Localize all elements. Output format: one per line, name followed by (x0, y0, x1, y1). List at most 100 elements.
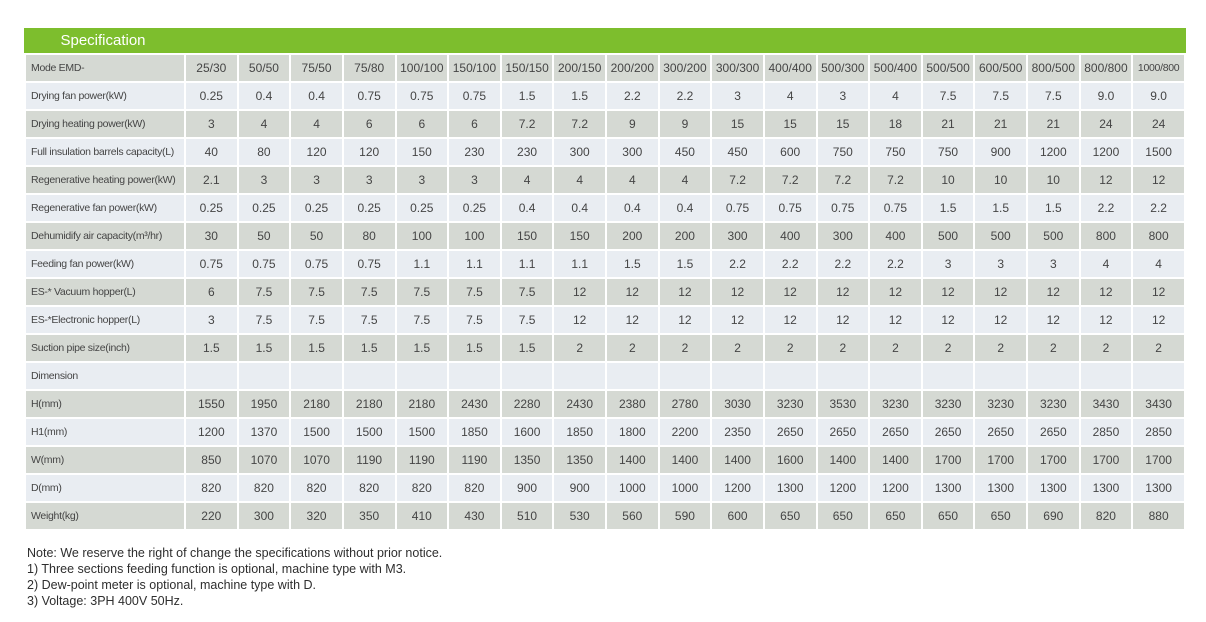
table-cell: 1.5 (554, 83, 605, 109)
table-cell: 2780 (659, 391, 711, 417)
table-cell: 9.0 (1133, 83, 1184, 109)
table-cell: 0.25 (238, 195, 290, 221)
table-cell: 10 (975, 167, 1026, 193)
table-cell: 1000 (607, 475, 658, 501)
table-cell: 7.5 (291, 307, 342, 333)
table-cell: 3430 (1080, 391, 1132, 417)
table-cell: 1850 (449, 419, 500, 445)
table-cell: 820 (186, 475, 237, 501)
table-cell: 9 (607, 111, 658, 137)
note-line: 1) Three sections feeding function is op… (27, 562, 407, 576)
table-cell: 2650 (870, 419, 921, 445)
table-cell: 80 (343, 223, 395, 249)
table-cell: 650 (922, 503, 974, 529)
table-cell: 7.5 (449, 279, 500, 305)
table-cell: 21 (922, 111, 974, 137)
table-cell: 1190 (449, 447, 500, 473)
table-cell: 2430 (449, 391, 500, 417)
row-label: Mode EMD- (26, 55, 184, 81)
table-cell: 2 (554, 335, 605, 361)
table-cell: 1200 (186, 419, 237, 445)
table-cell (764, 363, 816, 389)
table-row: Dehumidify air capacity(m³/hr) 30 50 50 80 10… (26, 223, 1184, 249)
table-cell: 690 (1028, 503, 1079, 529)
table-cell: 820 (449, 475, 500, 501)
table-cell: 650 (817, 503, 869, 529)
table-cell: 2 (1028, 335, 1079, 361)
row-label: H1(mm) (26, 419, 184, 445)
table-cell: 0.75 (870, 195, 921, 221)
table-cell: 1.1 (501, 251, 553, 277)
table-cell: 0.4 (291, 83, 342, 109)
table-cell: 530 (554, 503, 605, 529)
spec-sheet: Specification Mode EMD- 25/30 50/50 75/50 75… (24, 28, 1186, 531)
table-cell: 2.2 (712, 251, 763, 277)
table-cell: 820 (343, 475, 395, 501)
table-cell: 150 (554, 223, 605, 249)
table-cell: 0.75 (396, 83, 448, 109)
spec-table: Mode EMD- 25/30 50/50 75/50 75/80 100/100 150/… (24, 53, 1186, 531)
column-header-cell: 25/30 (186, 55, 237, 81)
table-cell: 3230 (1028, 391, 1079, 417)
table-cell: 0.75 (343, 83, 395, 109)
table-cell: 12 (712, 307, 763, 333)
table-cell: 650 (975, 503, 1026, 529)
table-cell: 1200 (870, 475, 921, 501)
table-cell: 1300 (1133, 475, 1184, 501)
table-cell: 1700 (975, 447, 1026, 473)
table-cell: 50 (291, 223, 342, 249)
table-cell: 1700 (1080, 447, 1132, 473)
table-cell: 2 (607, 335, 658, 361)
table-cell: 2 (922, 335, 974, 361)
table-cell: 7.5 (238, 279, 290, 305)
table-cell: 300 (712, 223, 763, 249)
table-cell: 2 (817, 335, 869, 361)
table-cell: 450 (712, 139, 763, 165)
table-cell: 4 (870, 83, 921, 109)
table-cell: 1070 (291, 447, 342, 473)
table-cell: 1.5 (501, 335, 553, 361)
table-cell: 1.1 (449, 251, 500, 277)
row-label: Dehumidify air capacity(m³/hr) (26, 223, 184, 249)
table-cell: 12 (817, 307, 869, 333)
row-label: Drying heating power(kW) (26, 111, 184, 137)
table-cell: 12 (975, 279, 1026, 305)
column-header-cell: 50/50 (238, 55, 290, 81)
table-cell: 4 (238, 111, 290, 137)
table-cell: 1200 (817, 475, 869, 501)
table-cell: 0.25 (186, 195, 237, 221)
table-cell: 2850 (1080, 419, 1132, 445)
table-cell: 1200 (712, 475, 763, 501)
table-cell: 3 (396, 167, 448, 193)
table-cell: 0.25 (449, 195, 500, 221)
table-cell: 12 (1080, 167, 1132, 193)
column-header-cell: 400/400 (764, 55, 816, 81)
table-cell: 1200 (1080, 139, 1132, 165)
table-cell: 1200 (1028, 139, 1079, 165)
table-cell: 900 (554, 475, 605, 501)
column-header-cell: 500/400 (870, 55, 921, 81)
table-cell: 7.5 (343, 307, 395, 333)
table-row: Dimension (26, 363, 1184, 389)
table-cell: 4 (501, 167, 553, 193)
table-cell: 150 (396, 139, 448, 165)
table-cell: 2 (1080, 335, 1132, 361)
table-cell: 850 (186, 447, 237, 473)
table-cell (870, 363, 921, 389)
table-cell: 12 (764, 307, 816, 333)
table-cell: 2.2 (870, 251, 921, 277)
table-row: H(mm) 1550 1950 2180 2180 2180 2430 2280 2430 238… (26, 391, 1184, 417)
table-row: Regenerative fan power(kW) 0.25 0.25 0.25 0.… (26, 195, 1184, 221)
table-cell: 600 (764, 139, 816, 165)
table-cell: 0.75 (764, 195, 816, 221)
table-cell: 12 (1028, 279, 1079, 305)
table-cell (501, 363, 553, 389)
table-cell (449, 363, 500, 389)
table-cell: 300 (607, 139, 658, 165)
table-cell: 7.2 (764, 167, 816, 193)
table-cell: 1600 (764, 447, 816, 473)
table-cell: 100 (449, 223, 500, 249)
table-cell: 3 (186, 307, 237, 333)
table-cell: 3230 (922, 391, 974, 417)
table-cell: 2650 (1028, 419, 1079, 445)
